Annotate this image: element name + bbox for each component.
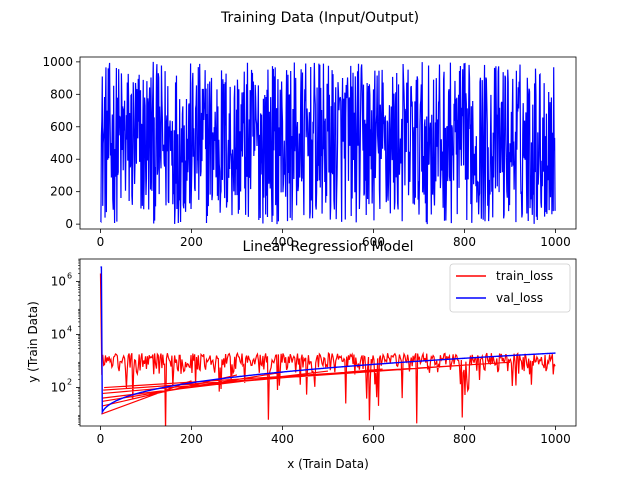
- top-series-line: [99, 61, 556, 225]
- train-loss-line: [99, 273, 556, 426]
- top-x-tick-label: 600: [362, 235, 385, 249]
- bottom-x-tick-label: 400: [271, 432, 294, 446]
- bottom-x-tick-label: 200: [180, 432, 203, 446]
- bottom-chart-title: Linear Regression Model: [242, 239, 413, 255]
- top-series-path: [99, 61, 556, 225]
- top-y-tick-label: 1000: [42, 55, 73, 69]
- bottom-y-tick-exponent: 4: [67, 325, 72, 334]
- bottom-y-axis-label: y (Train Data): [26, 301, 40, 383]
- bottom-chart: Linear Regression Model 0 200 400 600 800 100…: [26, 239, 577, 471]
- top-chart-frame: [79, 56, 577, 230]
- bottom-y-tick-label: 10: [51, 381, 66, 395]
- bottom-y-tick-exponent: 6: [67, 272, 72, 281]
- top-x-tick-label: 200: [180, 235, 203, 249]
- val-loss-line: [100, 266, 556, 415]
- top-x-tick-label: 1000: [540, 235, 571, 249]
- top-y-tick-label: 400: [50, 152, 73, 166]
- bottom-y-tick-label: 10: [51, 275, 66, 289]
- bottom-x-tick-label: 1000: [540, 432, 571, 446]
- legend-val-loss-label: val_loss: [496, 291, 543, 305]
- bottom-plot-area: [99, 266, 556, 426]
- bottom-x-axis-label: x (Train Data): [287, 457, 369, 471]
- top-x-tick-label: 0: [97, 235, 105, 249]
- bottom-y-tick-exponent: 2: [67, 378, 72, 387]
- top-chart-plot-area: [79, 56, 577, 230]
- top-x-axis: 0 200 400 600 800 1000: [97, 229, 571, 249]
- top-x-tick-label: 400: [271, 235, 294, 249]
- top-y-tick-label: 0: [65, 217, 73, 231]
- bottom-x-tick-label: 600: [362, 432, 385, 446]
- bottom-x-axis: 0 200 400 600 800 1000: [97, 426, 571, 446]
- figure-suptitle: Training Data (Input/Output): [220, 10, 419, 26]
- top-chart: 0 200 400 600 800 1000 0 200 400 600 800 1000: [42, 55, 577, 249]
- bottom-y-tick-label: 10: [51, 328, 66, 342]
- top-y-tick-label: 200: [50, 185, 73, 199]
- legend: train_loss val_loss: [449, 263, 571, 313]
- bottom-x-tick-label: 800: [453, 432, 476, 446]
- top-y-axis: 0 200 400 600 800 1000: [42, 55, 80, 231]
- legend-train-loss-label: train_loss: [496, 269, 553, 283]
- top-x-tick-label: 800: [453, 235, 476, 249]
- bottom-x-tick-label: 0: [97, 432, 105, 446]
- top-y-tick-label: 600: [50, 120, 73, 134]
- top-y-tick-label: 800: [50, 87, 73, 101]
